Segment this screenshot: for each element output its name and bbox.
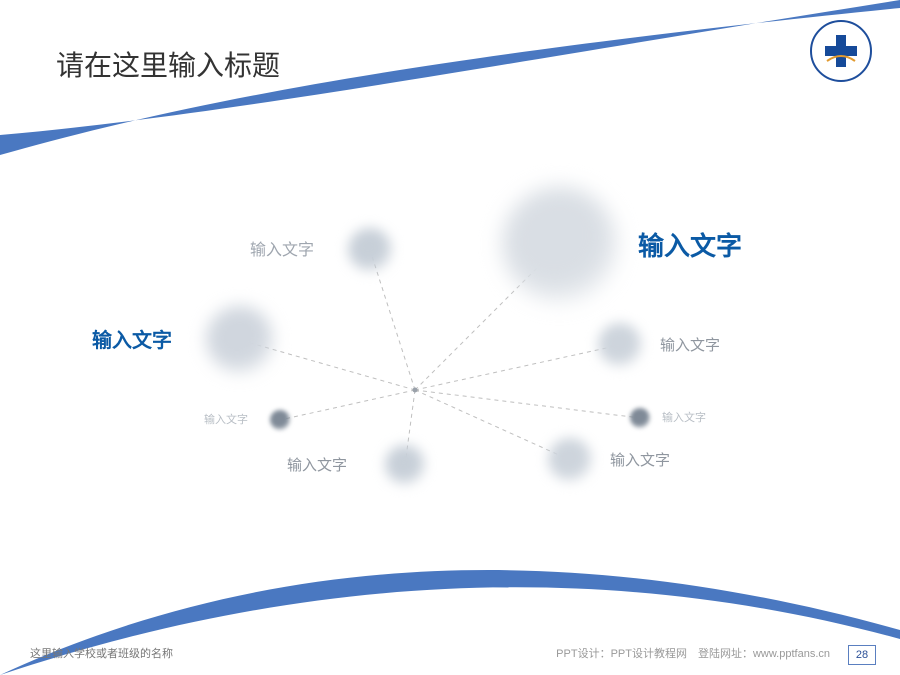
diagram-node-label: 输入文字: [662, 409, 706, 425]
diagram-node: [206, 306, 274, 374]
diagram-node-label: 输入文字: [287, 454, 347, 475]
diagram-node-label: 输入文字: [660, 334, 720, 355]
footer-credit: PPT设计：PPT设计教程网 登陆网址：www.pptfans.cn: [556, 645, 830, 661]
diagram-node: [270, 410, 290, 430]
footer-school-name: 这里输入学校或者班级的名称: [30, 645, 173, 661]
diagram-node-label: 输入文字: [92, 324, 172, 353]
diagram-node: [348, 228, 392, 272]
page-number: 28: [848, 645, 876, 665]
diagram-node-label: 输入文字: [610, 449, 670, 470]
diagram-node-label: 输入文字: [638, 226, 742, 263]
diagram-node: [630, 408, 650, 428]
diagram-node-label: 输入文字: [204, 411, 248, 427]
diagram-node: [548, 438, 592, 482]
diagram-node: [598, 323, 642, 367]
diagram-node: [385, 445, 425, 485]
slide: 请在这里输入标题 输入文字输入文字输入文字输入文字输入文字输入文字输入文字输入文…: [0, 0, 900, 675]
diagram-node: [502, 187, 618, 303]
diagram-node-label: 输入文字: [250, 236, 314, 260]
